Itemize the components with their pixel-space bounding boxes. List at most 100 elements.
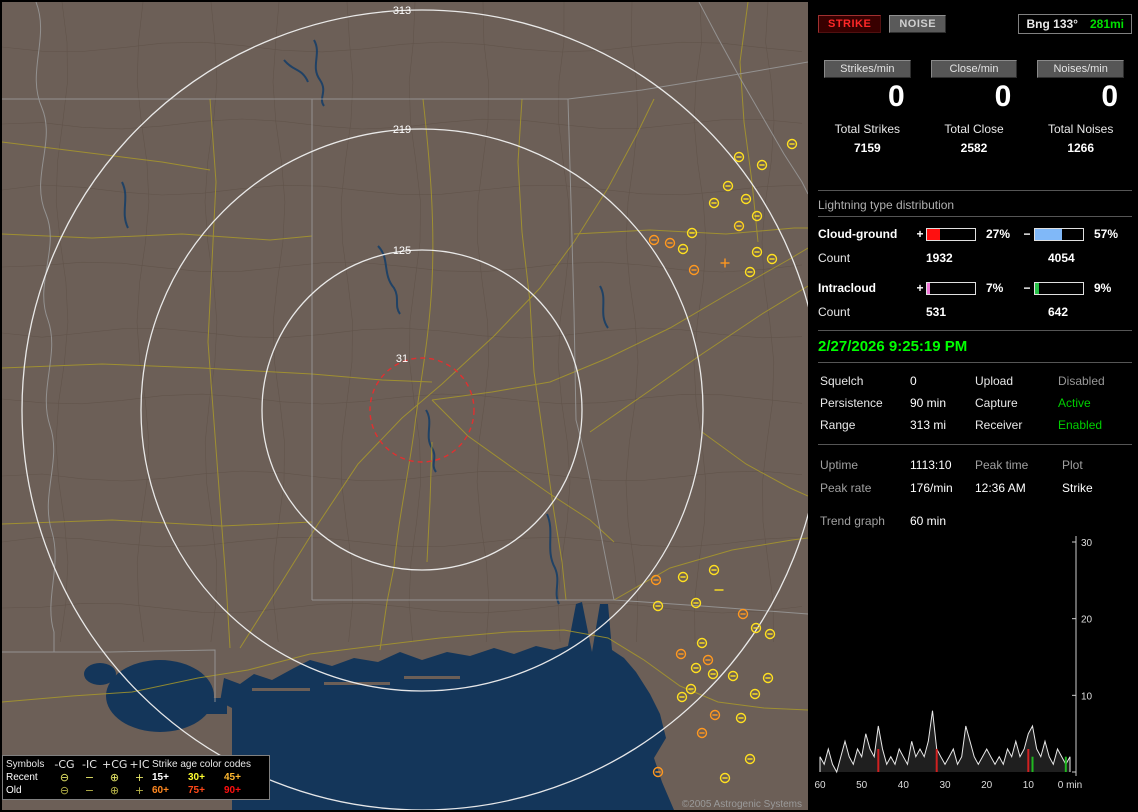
indicator-row: STRIKE NOISE Bng 133° 281mi: [818, 14, 1132, 34]
noises-per-min-button[interactable]: Noises/min: [1037, 60, 1125, 78]
svg-text:31: 31: [396, 353, 408, 365]
ic-positive-bar: [926, 281, 976, 295]
legend-symbols-header: Symbols: [6, 759, 45, 770]
map-svg[interactable]: 313 219 125 31: [2, 2, 808, 810]
legend-old-label: Old: [6, 785, 22, 796]
receiver-value: Enabled: [1058, 418, 1103, 432]
ic-negative-count: 642: [1048, 305, 1069, 319]
cg-positive-pct: 27%: [986, 227, 1011, 241]
trend-window-value: 60 min: [910, 514, 947, 528]
total-noises-label: Total Noises: [1047, 122, 1114, 136]
legend-col-neg-ic: -IC: [82, 758, 97, 771]
distribution-title: Lightning type distribution: [818, 198, 955, 212]
svg-text:10: 10: [1081, 691, 1093, 702]
separator: [818, 330, 1132, 331]
uptime-value: 1113:10: [910, 458, 952, 472]
lightning-map[interactable]: 313 219 125 31 Symbols -CG -IC +CG +IC Stri…: [2, 2, 808, 810]
cg-negative-bar: [1034, 227, 1084, 241]
noises-per-min-value: 0: [1101, 80, 1119, 113]
persistence-label: Persistence: [820, 396, 883, 410]
svg-text:20: 20: [981, 780, 993, 790]
age-45: 45+: [224, 772, 241, 783]
svg-text:30: 30: [939, 780, 951, 790]
capture-label: Capture: [975, 396, 1018, 410]
distribution-block: Cloud-ground + 27% − 57% Count 1932 4054…: [818, 222, 1134, 324]
range-value: 313 mi: [910, 418, 947, 432]
total-close-label: Total Close: [944, 122, 1004, 136]
close-per-min-button[interactable]: Close/min: [930, 60, 1018, 78]
trend-label-row: Trend graph 60 min: [820, 514, 946, 528]
age-15: 15+: [152, 772, 169, 783]
peak-rate-label: Peak rate: [820, 481, 872, 495]
ic-negative-bar: [1034, 281, 1084, 295]
cg-positive-bar: [926, 227, 976, 241]
strike-symbols: [648, 138, 798, 784]
status-panel: STRIKE NOISE Bng 133° 281mi Strikes/min 0…: [810, 0, 1138, 812]
close-counter-column: Close/min 0 Total Close 2582: [921, 60, 1028, 155]
strikes-per-min-button[interactable]: Strikes/min: [824, 60, 911, 78]
plus-sign: +: [916, 281, 924, 295]
total-close-value: 2582: [960, 141, 988, 155]
svg-text:313: 313: [393, 5, 411, 17]
separator: [818, 362, 1132, 363]
svg-text:30: 30: [1081, 538, 1093, 549]
neg-cg-recent-icon: ⊖: [59, 771, 70, 784]
separator: [818, 216, 1132, 217]
strikes-per-min-value: 0: [887, 80, 905, 113]
legend-col-neg-cg: -CG: [54, 758, 75, 771]
trend-plot-svg: 30 20 10 60 50 40 30 20 10 0 min: [814, 536, 1093, 791]
cg-negative-pct: 57%: [1094, 227, 1119, 241]
intracloud-row: Intracloud + 7% − 9%: [818, 276, 1134, 300]
plot-label: Plot: [1062, 458, 1083, 472]
cloud-ground-count-row: Count 1932 4054: [818, 246, 1134, 270]
trend-graph-label: Trend graph: [820, 514, 885, 528]
legend-col-pos-cg: +CG: [102, 758, 128, 771]
ic-negative-pct: 9%: [1094, 281, 1112, 295]
age-75: 75+: [188, 785, 205, 796]
total-strikes-value: 7159: [853, 141, 881, 155]
peak-time-label: Peak time: [975, 458, 1029, 472]
separator: [818, 190, 1132, 191]
bearing-label: Bng 133°: [1026, 17, 1078, 31]
peak-time-value: 12:36 AM: [975, 481, 1026, 495]
intracloud-count-row: Count 531 642: [818, 300, 1134, 324]
bearing-range-value: 281mi: [1089, 17, 1124, 31]
state-borders: [2, 2, 808, 702]
cg-positive-count: 1932: [926, 251, 953, 265]
count-label: Count: [818, 251, 851, 265]
datetime-display: 2/27/2026 9:25:19 PM: [818, 338, 968, 355]
svg-text:20: 20: [1081, 615, 1093, 626]
age-60: 60+: [152, 785, 169, 796]
ic-positive-pct: 7%: [986, 281, 1004, 295]
rate-counters: Strikes/min 0 Total Strikes 7159 Close/m…: [814, 60, 1134, 155]
svg-text:60: 60: [814, 780, 826, 790]
copyright-text: ©2005 Astrogenic Systems: [681, 799, 802, 810]
session-grid: Uptime 1113:10 Peak time Plot Peak rate …: [820, 458, 1134, 495]
age-90: 90+: [224, 785, 241, 796]
neg-ic-old-icon: −: [84, 784, 95, 797]
peak-rate-value: 176/min: [910, 481, 953, 495]
cloud-ground-row: Cloud-ground + 27% − 57%: [818, 222, 1134, 246]
status-grid: Squelch 0 Upload Disabled Persistence 90…: [820, 374, 1134, 432]
pos-ic-recent-icon: +: [134, 771, 145, 784]
capture-value: Active: [1058, 396, 1091, 410]
age-30: 30+: [188, 772, 205, 783]
noise-indicator-button[interactable]: NOISE: [889, 15, 947, 33]
legend-age-title: Strike age color codes: [152, 759, 251, 770]
neg-ic-recent-icon: −: [84, 771, 95, 784]
plus-sign: +: [916, 227, 924, 241]
receiver-label: Receiver: [975, 418, 1023, 432]
lake-maurepas: [84, 663, 116, 685]
pos-cg-old-icon: ⊕: [109, 784, 120, 797]
strike-indicator-button[interactable]: STRIKE: [818, 15, 882, 33]
roads: [2, 2, 808, 711]
close-per-min-value: 0: [994, 80, 1012, 113]
count-label: Count: [818, 305, 851, 319]
map-legend: Symbols -CG -IC +CG +IC Strike age color…: [2, 755, 270, 800]
squelch-value: 0: [910, 374, 917, 388]
neg-cg-old-icon: ⊖: [59, 784, 70, 797]
pos-cg-recent-icon: ⊕: [109, 771, 120, 784]
cloud-ground-label: Cloud-ground: [818, 227, 898, 241]
separator: [818, 444, 1132, 445]
noises-counter-column: Noises/min 0 Total Noises 1266: [1027, 60, 1134, 155]
